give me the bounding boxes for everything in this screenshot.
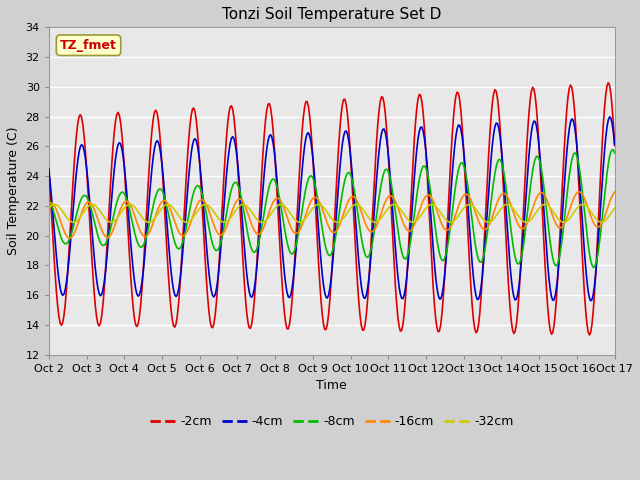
X-axis label: Time: Time [316, 379, 347, 392]
Legend: -2cm, -4cm, -8cm, -16cm, -32cm: -2cm, -4cm, -8cm, -16cm, -32cm [145, 410, 518, 433]
Y-axis label: Soil Temperature (C): Soil Temperature (C) [7, 127, 20, 255]
Text: TZ_fmet: TZ_fmet [60, 39, 117, 52]
Title: Tonzi Soil Temperature Set D: Tonzi Soil Temperature Set D [222, 7, 442, 22]
